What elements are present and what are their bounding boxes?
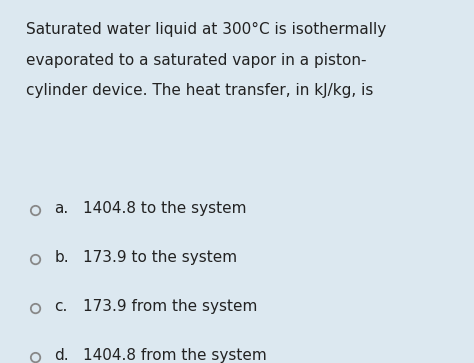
Text: cylinder device. The heat transfer, in kJ/kg, is: cylinder device. The heat transfer, in k… [26,83,374,98]
Text: 173.9 to the system: 173.9 to the system [83,250,237,265]
Text: Saturated water liquid at 300°C is isothermally: Saturated water liquid at 300°C is isoth… [26,22,386,37]
Text: 173.9 from the system: 173.9 from the system [83,299,257,314]
Text: evaporated to a saturated vapor in a piston-: evaporated to a saturated vapor in a pis… [26,53,366,68]
Text: b.: b. [55,250,69,265]
Text: d.: d. [55,348,69,363]
Text: 1404.8 from the system: 1404.8 from the system [83,348,267,363]
Text: c.: c. [55,299,68,314]
Text: a.: a. [55,201,69,216]
Text: 1404.8 to the system: 1404.8 to the system [83,201,246,216]
